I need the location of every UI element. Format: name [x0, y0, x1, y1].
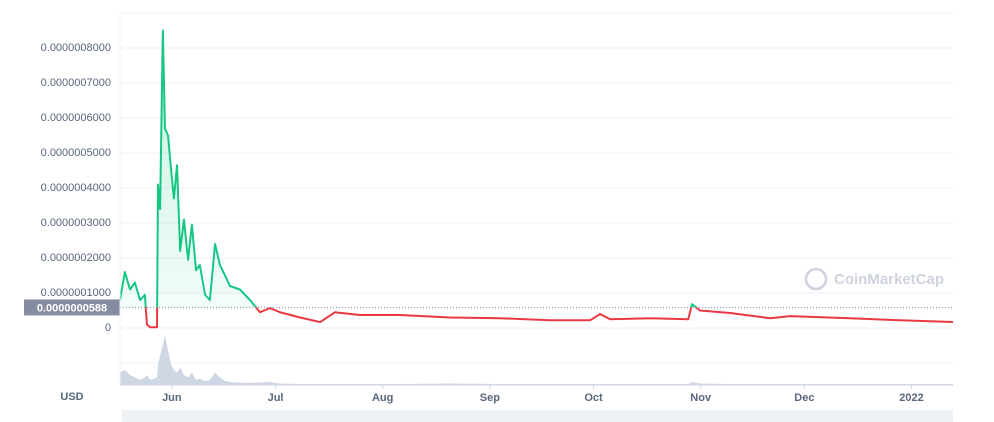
watermark: CoinMarketCap: [804, 267, 944, 291]
x-tick-label: Aug: [372, 392, 393, 404]
y-tick-label: 0.0000003000: [41, 217, 111, 229]
navigator[interactable]: [122, 410, 953, 422]
y-tick-label: 0.0000008000: [41, 42, 111, 54]
y-tick-label: 0.0000005000: [41, 147, 111, 159]
y-tick-label: 0.0000004000: [41, 182, 111, 194]
volume-area: [120, 335, 953, 385]
y-tick-label: 0: [105, 322, 111, 334]
reference-label-box: [24, 299, 120, 316]
x-tick-label: Sep: [480, 392, 500, 404]
x-tick-label: Nov: [690, 392, 712, 404]
x-tick-label: Jun: [162, 392, 182, 404]
price-area-up: [120, 30, 953, 308]
x-tick-label: Dec: [794, 392, 814, 404]
y-tick-label: 0.0000001000: [41, 287, 111, 299]
x-tick-label: Oct: [584, 392, 603, 404]
price-line-down: [144, 307, 954, 329]
y-tick-label: 0.0000007000: [41, 77, 111, 89]
currency-label: USD: [60, 391, 83, 403]
watermark-text: CoinMarketCap: [834, 271, 944, 288]
x-tick-label: Jul: [268, 392, 284, 404]
price-line-up: [119, 29, 698, 308]
watermark-logo: [804, 267, 828, 291]
y-tick-label: 0.0000006000: [41, 112, 111, 124]
x-tick-label: 2022: [899, 392, 923, 404]
y-tick-label: 0.0000002000: [41, 252, 111, 264]
reference-label: 0.0000000588: [37, 302, 107, 314]
